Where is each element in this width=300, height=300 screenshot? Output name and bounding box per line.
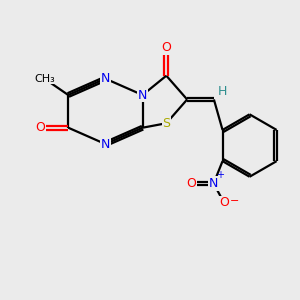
Text: +: + <box>216 170 224 180</box>
Text: N: N <box>101 72 110 85</box>
Text: S: S <box>162 117 170 130</box>
Text: O: O <box>35 121 45 134</box>
Text: O: O <box>219 196 229 209</box>
Text: N: N <box>101 138 110 151</box>
Text: N: N <box>209 177 218 190</box>
Text: O: O <box>161 41 171 54</box>
Text: −: − <box>230 196 239 206</box>
Text: N: N <box>138 88 147 101</box>
Text: CH₃: CH₃ <box>34 74 55 84</box>
Text: O: O <box>186 177 196 190</box>
Text: H: H <box>218 85 227 98</box>
